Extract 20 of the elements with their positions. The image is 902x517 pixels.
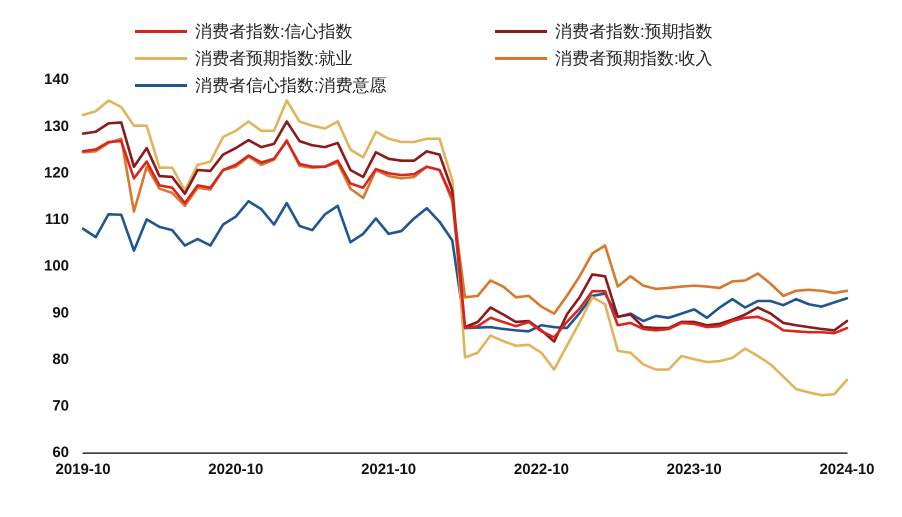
x-tick-label: 2022-10 [514,461,569,478]
y-tick-label: 100 [44,258,70,275]
y-tick-label: 140 [44,71,70,88]
legend-label: 消费者指数:预期指数 [555,21,713,43]
y-tick-label: 130 [44,118,70,135]
x-tick-label: 2023-10 [666,461,722,478]
y-tick-label: 110 [44,211,70,228]
y-tick-label: 60 [52,444,70,462]
legend-label: 消费者预期指数:收入 [555,48,713,70]
legend-label: 消费者指数:信心指数 [195,21,353,43]
legend-label: 消费者预期指数:就业 [195,48,353,70]
x-tick-label: 2024-10 [819,461,875,478]
x-tick-label: 2021-10 [361,461,416,478]
y-tick-label: 70 [52,398,70,415]
y-tick-label: 80 [52,350,70,368]
x-tick-label: 2020-10 [208,461,264,478]
x-tick-label: 2019-10 [55,461,111,478]
y-tick-label: 90 [52,304,70,322]
legend-label: 消费者信心指数:消费意愿 [195,75,387,97]
y-tick-label: 120 [44,164,70,182]
